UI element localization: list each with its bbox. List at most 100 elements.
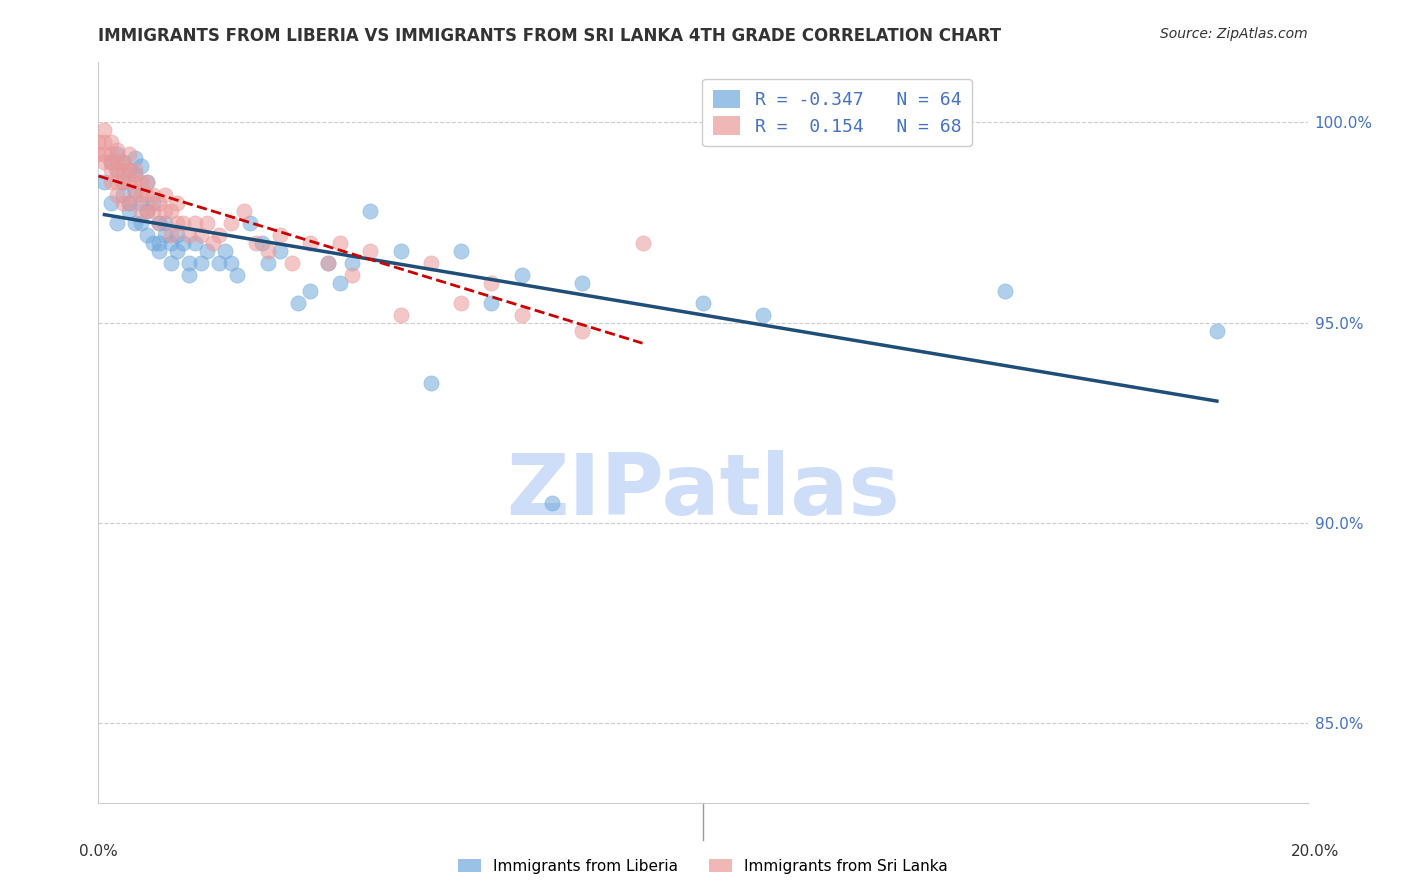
Point bbox=[100, 163, 122, 178]
Point bbox=[100, 147, 122, 161]
Point bbox=[316, 255, 339, 269]
Point bbox=[118, 203, 141, 218]
Point bbox=[250, 235, 273, 250]
Point bbox=[118, 195, 141, 210]
Point bbox=[160, 203, 183, 218]
Point bbox=[111, 176, 134, 190]
Point bbox=[269, 227, 291, 242]
Point bbox=[190, 227, 212, 242]
Point bbox=[226, 268, 249, 282]
Point bbox=[153, 227, 176, 242]
Point bbox=[1206, 324, 1229, 338]
Point bbox=[420, 376, 443, 390]
Point bbox=[184, 235, 207, 250]
Point bbox=[450, 295, 472, 310]
Point bbox=[389, 308, 412, 322]
Point bbox=[100, 155, 122, 169]
Point bbox=[124, 184, 146, 198]
Point bbox=[142, 187, 165, 202]
Point bbox=[105, 163, 128, 178]
Point bbox=[148, 235, 170, 250]
Point bbox=[135, 176, 157, 190]
Text: ZIPatlas: ZIPatlas bbox=[506, 450, 900, 533]
Point bbox=[342, 255, 364, 269]
Point bbox=[111, 155, 134, 169]
Point bbox=[87, 136, 110, 150]
Point bbox=[148, 215, 170, 229]
Point bbox=[93, 176, 115, 190]
Point bbox=[148, 244, 170, 258]
Point bbox=[179, 227, 201, 242]
Point bbox=[118, 163, 141, 178]
Point bbox=[256, 244, 278, 258]
Point bbox=[481, 295, 503, 310]
Point bbox=[239, 215, 262, 229]
Point bbox=[105, 187, 128, 202]
Point bbox=[166, 195, 188, 210]
Point bbox=[129, 176, 152, 190]
Point bbox=[135, 176, 157, 190]
Point bbox=[481, 276, 503, 290]
Point bbox=[118, 195, 141, 210]
Point bbox=[752, 308, 775, 322]
Point bbox=[195, 215, 218, 229]
Point bbox=[329, 235, 352, 250]
Point bbox=[510, 308, 533, 322]
Point bbox=[105, 176, 128, 190]
Point bbox=[184, 215, 207, 229]
Point bbox=[360, 244, 382, 258]
Point bbox=[118, 147, 141, 161]
Point bbox=[111, 187, 134, 202]
Point bbox=[994, 284, 1017, 298]
Point bbox=[87, 147, 110, 161]
Point bbox=[172, 215, 194, 229]
Point bbox=[692, 295, 714, 310]
Point bbox=[124, 152, 146, 166]
Point bbox=[135, 203, 157, 218]
Text: 0.0%: 0.0% bbox=[79, 845, 118, 859]
Point bbox=[100, 176, 122, 190]
Point bbox=[124, 176, 146, 190]
Point bbox=[287, 295, 309, 310]
Point bbox=[269, 244, 291, 258]
Point bbox=[571, 324, 593, 338]
Point bbox=[208, 255, 231, 269]
Point bbox=[93, 155, 115, 169]
Point bbox=[166, 244, 188, 258]
Point bbox=[118, 176, 141, 190]
Point bbox=[111, 155, 134, 169]
Point bbox=[389, 244, 412, 258]
Point bbox=[129, 187, 152, 202]
Point bbox=[93, 136, 115, 150]
Point bbox=[105, 163, 128, 178]
Point bbox=[124, 163, 146, 178]
Point bbox=[100, 155, 122, 169]
Point bbox=[160, 255, 183, 269]
Point bbox=[256, 255, 278, 269]
Point bbox=[100, 136, 122, 150]
Point bbox=[179, 255, 201, 269]
Point bbox=[172, 235, 194, 250]
Point bbox=[299, 284, 322, 298]
Text: Source: ZipAtlas.com: Source: ZipAtlas.com bbox=[1160, 27, 1308, 41]
Point bbox=[195, 244, 218, 258]
Point bbox=[93, 147, 115, 161]
Point bbox=[420, 255, 443, 269]
Point bbox=[245, 235, 267, 250]
Point bbox=[111, 176, 134, 190]
Point bbox=[105, 147, 128, 161]
Point bbox=[360, 203, 382, 218]
Point bbox=[100, 195, 122, 210]
Point bbox=[153, 203, 176, 218]
Text: IMMIGRANTS FROM LIBERIA VS IMMIGRANTS FROM SRI LANKA 4TH GRADE CORRELATION CHART: IMMIGRANTS FROM LIBERIA VS IMMIGRANTS FR… bbox=[98, 27, 1001, 45]
Point bbox=[208, 227, 231, 242]
Point bbox=[342, 268, 364, 282]
Point bbox=[129, 160, 152, 174]
Point bbox=[124, 168, 146, 182]
Point bbox=[214, 244, 236, 258]
Point bbox=[105, 215, 128, 229]
Point bbox=[179, 268, 201, 282]
Point bbox=[329, 276, 352, 290]
Legend: R = -0.347   N = 64, R =  0.154   N = 68: R = -0.347 N = 64, R = 0.154 N = 68 bbox=[702, 78, 972, 146]
Point bbox=[631, 235, 654, 250]
